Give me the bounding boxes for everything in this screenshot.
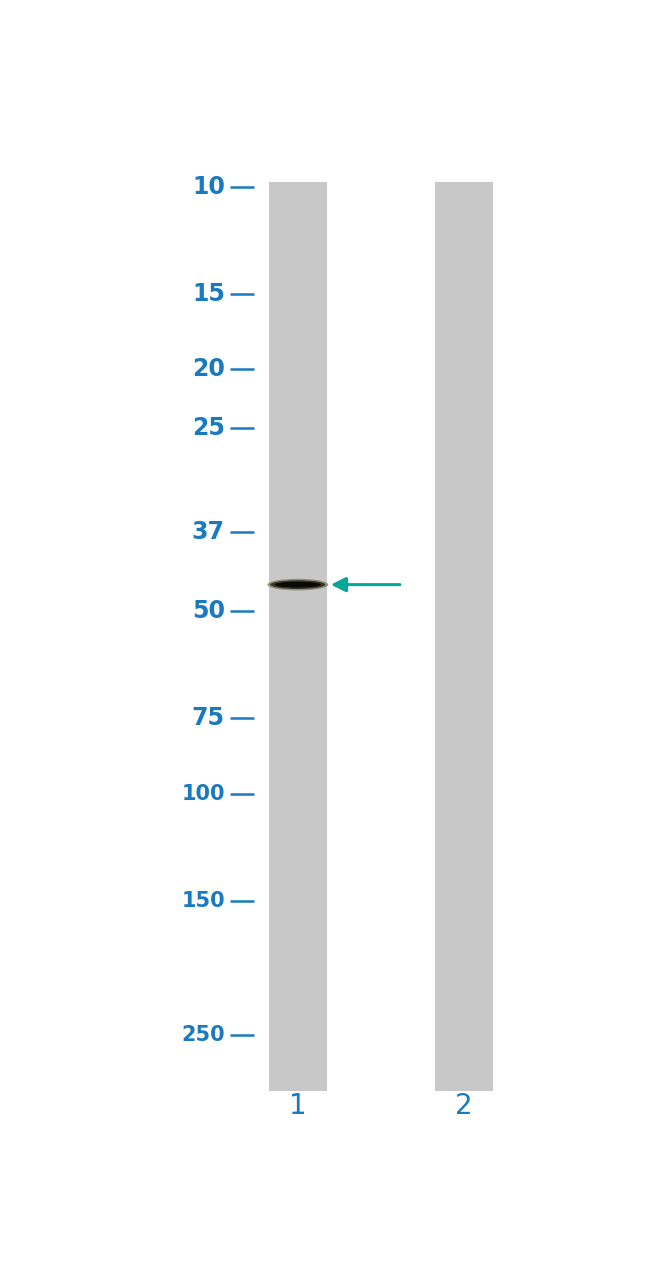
Text: 75: 75 xyxy=(192,706,225,730)
Text: 50: 50 xyxy=(192,599,225,624)
Ellipse shape xyxy=(270,580,326,589)
Text: 150: 150 xyxy=(181,890,225,911)
Text: 100: 100 xyxy=(181,784,225,804)
Text: 250: 250 xyxy=(181,1025,225,1045)
Bar xyxy=(435,182,493,1091)
Bar xyxy=(269,182,327,1091)
Text: 20: 20 xyxy=(192,357,225,381)
Text: 15: 15 xyxy=(192,282,225,306)
Text: 2: 2 xyxy=(455,1092,473,1120)
Text: 25: 25 xyxy=(192,417,225,441)
Ellipse shape xyxy=(275,582,321,588)
Text: 10: 10 xyxy=(192,175,225,198)
Ellipse shape xyxy=(267,579,328,591)
Text: 37: 37 xyxy=(192,519,225,544)
Text: 1: 1 xyxy=(289,1092,307,1120)
